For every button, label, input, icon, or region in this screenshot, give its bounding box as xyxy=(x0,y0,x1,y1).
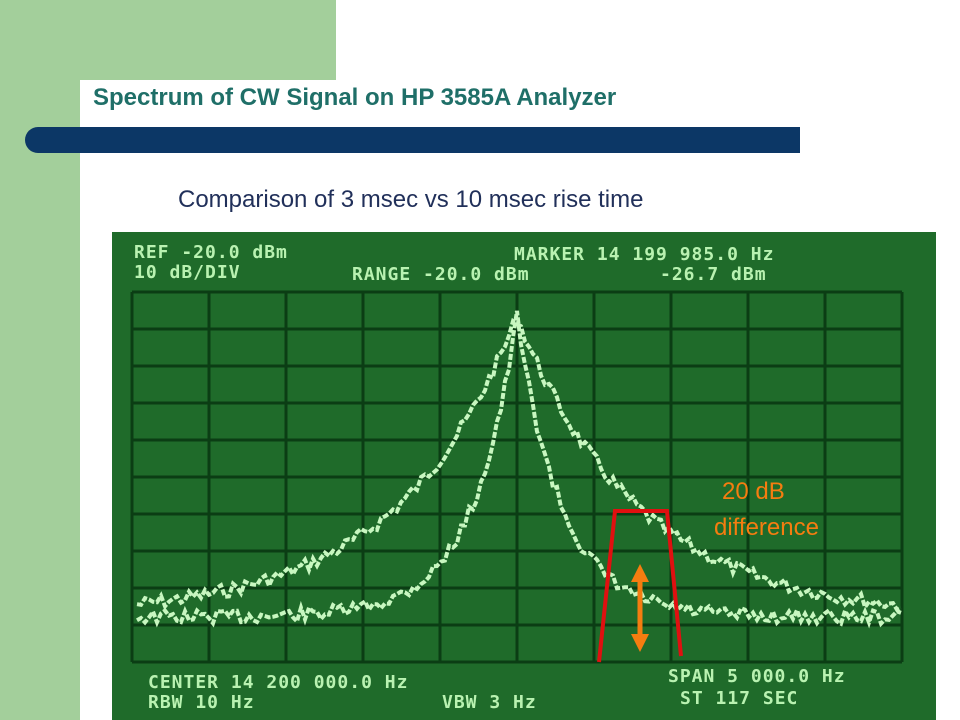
top-accent-block xyxy=(80,0,336,80)
span-readout: SPAN 5 000.0 Hz xyxy=(668,666,846,687)
marker-readout: MARKER 14 199 985.0 Hz xyxy=(514,244,774,265)
annotation-line1: 20 dB xyxy=(722,478,785,505)
center-readout: CENTER 14 200 000.0 Hz xyxy=(148,672,408,693)
arrow-head-down xyxy=(631,634,649,652)
range-readout: RANGE -20.0 dBm xyxy=(352,264,530,285)
trace-10msec xyxy=(136,310,902,629)
trace-3msec xyxy=(136,317,902,613)
title-underline-bar xyxy=(25,127,800,153)
marker-level-readout: -26.7 dBm xyxy=(660,264,767,285)
left-accent-band xyxy=(0,0,80,720)
arrow-head-up xyxy=(631,564,649,582)
analyzer-screen-photo: REF -20.0 dBm 10 dB/DIV RANGE -20.0 dBm … xyxy=(112,232,936,720)
slide-subtitle: Comparison of 3 msec vs 10 msec rise tim… xyxy=(178,186,644,213)
difference-bracket xyxy=(597,509,683,663)
rbw-readout: RBW 10 Hz xyxy=(148,692,255,713)
graticule-grid xyxy=(130,290,904,664)
ref-readout: REF -20.0 dBm xyxy=(134,242,288,263)
vbw-readout: VBW 3 Hz xyxy=(442,692,537,713)
sweep-readout: ST 117 SEC xyxy=(680,688,798,709)
scale-readout: 10 dB/DIV xyxy=(134,262,241,283)
slide-title: Spectrum of CW Signal on HP 3585A Analyz… xyxy=(93,84,617,111)
annotation-line2: difference xyxy=(714,514,819,541)
analyzer-display: REF -20.0 dBm 10 dB/DIV RANGE -20.0 dBm … xyxy=(130,242,904,713)
